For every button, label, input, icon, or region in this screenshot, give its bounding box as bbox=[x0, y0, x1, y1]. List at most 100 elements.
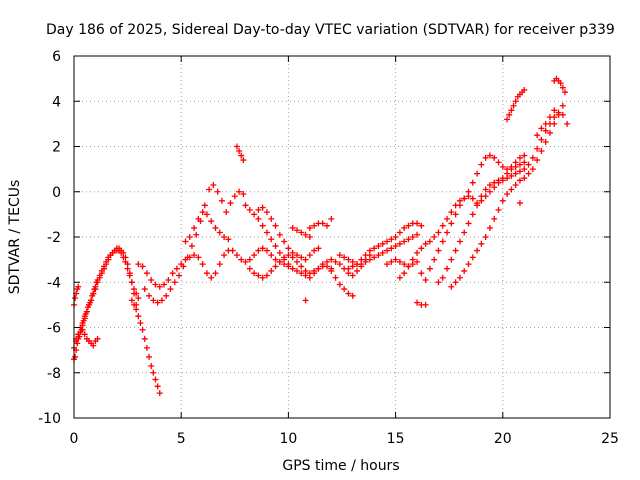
data-point-s6-1 bbox=[146, 292, 153, 299]
data-point-s18-2 bbox=[298, 229, 305, 236]
data-point-s5-26 bbox=[246, 256, 253, 263]
data-point-s24-21 bbox=[521, 159, 528, 166]
y-tick-label: 2 bbox=[52, 140, 61, 156]
data-point-s10-15 bbox=[311, 267, 318, 274]
data-point-s11-6 bbox=[281, 238, 288, 245]
data-point-s6-22 bbox=[236, 188, 243, 195]
data-point-s25-25 bbox=[555, 111, 562, 118]
data-point-s26-8 bbox=[521, 86, 528, 93]
x-tick-label: 10 bbox=[279, 431, 297, 447]
data-point-s23-6 bbox=[461, 229, 468, 236]
data-point-s28-3 bbox=[546, 114, 553, 121]
data-point-s11-12 bbox=[306, 252, 313, 259]
data-point-s26-0 bbox=[504, 116, 511, 123]
data-point-s5-27 bbox=[251, 252, 258, 259]
data-point-s14-4 bbox=[401, 261, 408, 268]
data-point-s25-16 bbox=[516, 177, 523, 184]
data-point-s25-15 bbox=[512, 181, 519, 188]
data-point-s4-8 bbox=[146, 353, 153, 360]
data-point-s1-12 bbox=[96, 274, 103, 281]
data-point-s14-3 bbox=[396, 258, 403, 265]
data-point-s10-12 bbox=[298, 263, 305, 270]
data-point-s24-7 bbox=[461, 195, 468, 202]
data-point-s15-3 bbox=[409, 256, 416, 263]
data-point-s25-24 bbox=[551, 120, 558, 127]
data-point-s15-7 bbox=[426, 238, 433, 245]
data-point-s25-11 bbox=[495, 206, 502, 213]
data-point-s26-4 bbox=[512, 98, 519, 105]
data-point-s10-0 bbox=[246, 265, 253, 272]
data-point-s2-4 bbox=[81, 331, 88, 338]
data-point-s23-21 bbox=[525, 161, 532, 168]
data-point-s14-7 bbox=[414, 258, 421, 265]
data-point-s5-18 bbox=[212, 270, 219, 277]
data-point-s24-8 bbox=[465, 193, 472, 200]
data-point-s4-2 bbox=[133, 306, 140, 313]
data-point-s1-6 bbox=[83, 308, 90, 315]
data-point-s16-3 bbox=[341, 286, 348, 293]
data-point-s10-11 bbox=[293, 258, 300, 265]
data-point-s5-15 bbox=[199, 261, 206, 268]
data-point-s11-8 bbox=[289, 249, 296, 256]
data-point-s6-5 bbox=[163, 292, 170, 299]
data-point-s22-5 bbox=[448, 220, 455, 227]
data-point-s1-16 bbox=[105, 256, 112, 263]
data-point-s4-6 bbox=[141, 335, 148, 342]
data-point-s5-20 bbox=[221, 252, 228, 259]
data-point-s25-0 bbox=[448, 283, 455, 290]
data-point-s12-2 bbox=[345, 256, 352, 263]
data-point-s1-14 bbox=[101, 265, 108, 272]
data-point-s28-4 bbox=[551, 107, 558, 114]
data-point-s3-4 bbox=[75, 283, 82, 290]
data-point-s10-13 bbox=[302, 267, 309, 274]
data-point-s16-1 bbox=[332, 274, 339, 281]
data-point-s7-7 bbox=[212, 224, 219, 231]
data-point-s22-15 bbox=[491, 154, 498, 161]
data-point-s28-1 bbox=[538, 125, 545, 132]
data-point-s3-1 bbox=[72, 295, 79, 302]
data-point-s5-23 bbox=[233, 252, 240, 259]
data-point-s7-6 bbox=[208, 218, 215, 225]
data-point-s22-17 bbox=[499, 163, 506, 170]
data-point-s1-24 bbox=[122, 254, 129, 261]
data-point-s22-16 bbox=[495, 159, 502, 166]
y-tick-label: -8 bbox=[47, 366, 61, 382]
data-point-s9-12 bbox=[293, 267, 300, 274]
data-point-s5-6 bbox=[161, 281, 168, 288]
data-point-s14-1 bbox=[388, 258, 395, 265]
data-point-s24-18 bbox=[508, 166, 515, 173]
data-point-s24-2 bbox=[439, 222, 446, 229]
data-point-s16-5 bbox=[349, 292, 356, 299]
data-point-s25-4 bbox=[465, 261, 472, 268]
data-point-s6-14 bbox=[201, 202, 208, 209]
y-tick-label: 0 bbox=[52, 185, 61, 201]
data-point-s23-3 bbox=[448, 256, 455, 263]
data-point-s25-12 bbox=[499, 197, 506, 204]
data-point-s11-4 bbox=[272, 222, 279, 229]
data-point-s7-5 bbox=[203, 211, 210, 218]
data-point-s26-1 bbox=[506, 111, 513, 118]
data-point-s19-0 bbox=[414, 299, 421, 306]
data-point-s1-28 bbox=[131, 290, 138, 297]
data-point-s5-13 bbox=[191, 252, 198, 259]
data-point-s15-5 bbox=[418, 245, 425, 252]
data-point-s13-12 bbox=[396, 229, 403, 236]
data-point-s6-20 bbox=[227, 200, 234, 207]
data-point-s24-9 bbox=[469, 195, 476, 202]
data-point-s13-14 bbox=[405, 222, 412, 229]
data-point-s10-6 bbox=[272, 263, 279, 270]
data-point-s9-8 bbox=[276, 249, 283, 256]
data-point-s6-9 bbox=[180, 263, 187, 270]
data-point-s6-16 bbox=[210, 181, 217, 188]
data-point-s10-16 bbox=[315, 265, 322, 272]
data-point-s10-9 bbox=[285, 252, 292, 259]
y-tick-labels: -10 -8 -6 -4 -2 0 2 4 6 bbox=[38, 49, 61, 427]
data-point-s9-22 bbox=[336, 261, 343, 268]
data-point-s9-10 bbox=[285, 261, 292, 268]
data-point-s23-30 bbox=[564, 120, 571, 127]
data-point-s13-17 bbox=[418, 222, 425, 229]
data-point-s5-2 bbox=[143, 270, 150, 277]
data-point-s16-0 bbox=[328, 267, 335, 274]
data-point-s13-8 bbox=[379, 240, 386, 247]
data-point-s13-6 bbox=[371, 245, 378, 252]
